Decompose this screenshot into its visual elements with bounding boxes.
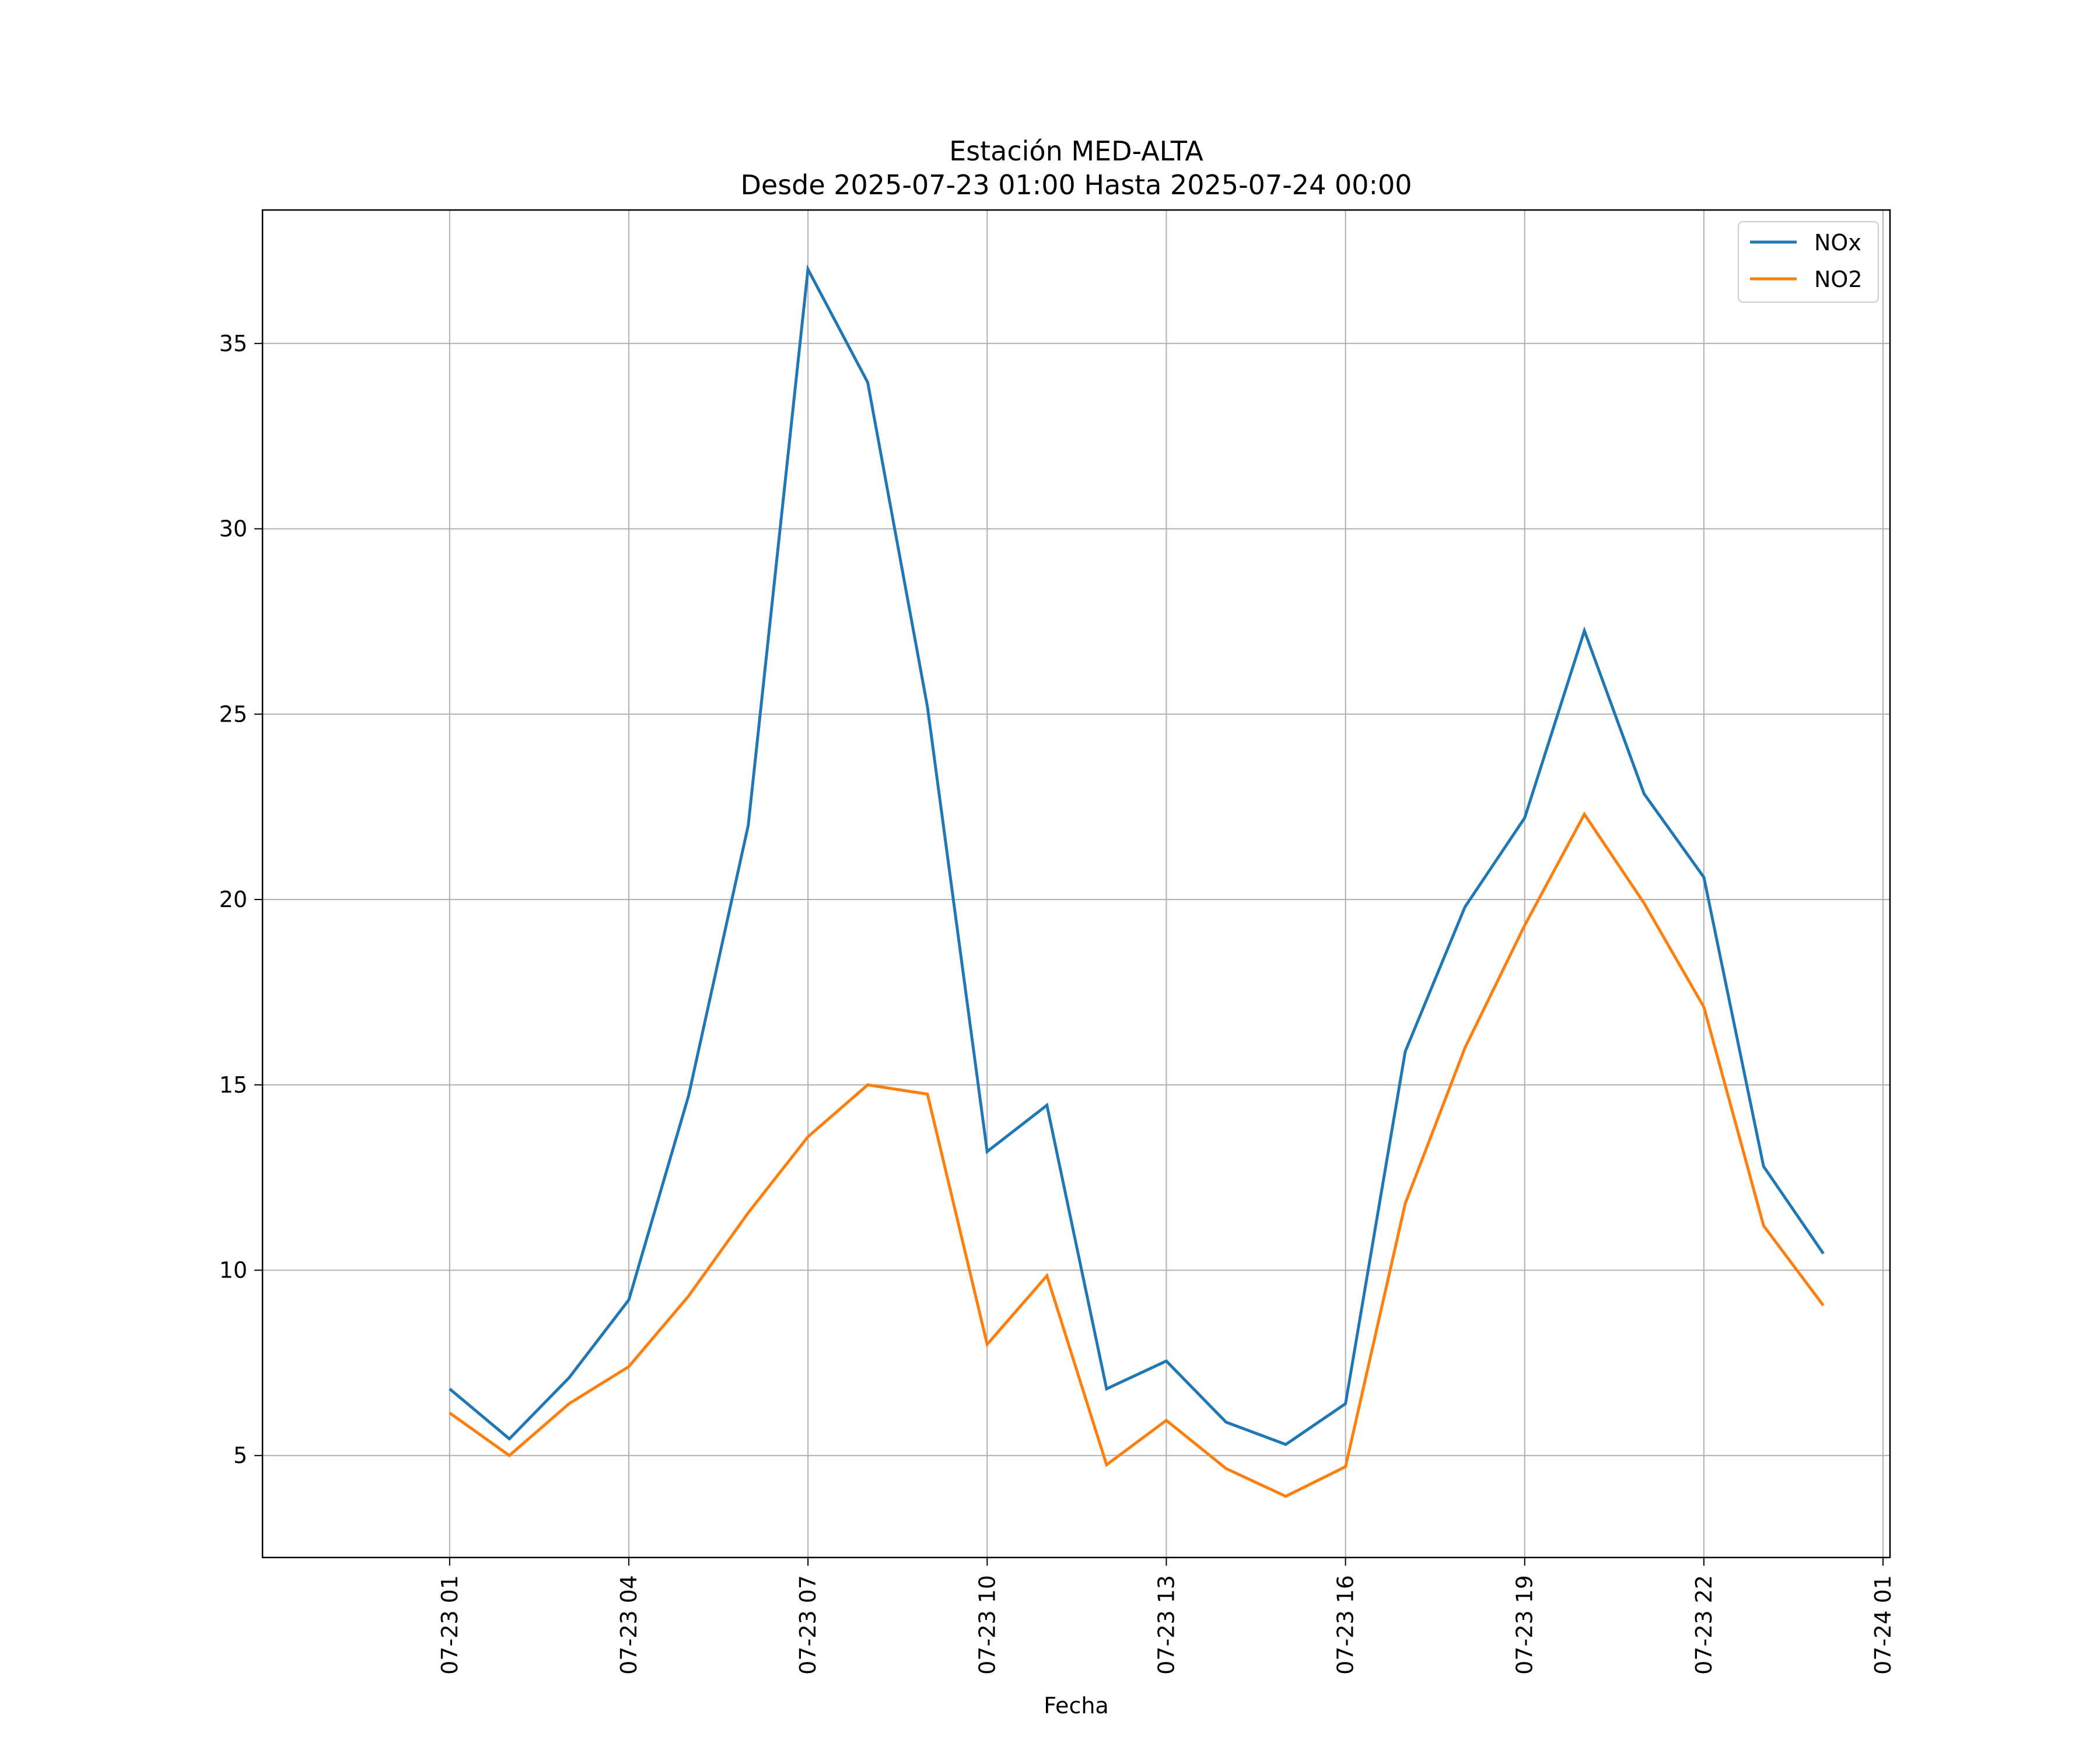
x-tick-label: 07-23 19	[1512, 1575, 1538, 1675]
grid	[262, 210, 1890, 1558]
y-tick-label: 5	[233, 1443, 247, 1468]
chart-subtitle: Desde 2025-07-23 01:00 Hasta 2025-07-24 …	[740, 169, 1412, 201]
x-tick-label: 07-23 04	[616, 1575, 642, 1675]
series-lines	[449, 264, 1825, 1498]
x-tick-label: 07-23 22	[1691, 1575, 1717, 1675]
x-tick-label: 07-23 01	[437, 1575, 463, 1675]
series-line-nox	[449, 264, 1825, 1446]
legend: NOx NO2	[1738, 221, 1879, 303]
chart-title: Estación MED-ALTA	[949, 135, 1203, 167]
y-tick-label: 25	[219, 701, 247, 727]
ticks: 07-23 01 07-23 04 07-23 07 07-23 10 07-23 13…	[219, 331, 1896, 1675]
y-tick-label: 15	[219, 1072, 247, 1098]
x-tick-label: 07-23 10	[974, 1575, 1000, 1675]
x-tick-label: 07-23 13	[1153, 1575, 1179, 1675]
legend-label-no2: NO2	[1814, 267, 1863, 292]
legend-label-nox: NOx	[1814, 230, 1861, 256]
y-tick-label: 30	[219, 516, 247, 542]
x-tick-label: 07-23 07	[795, 1575, 821, 1675]
series-line-no2	[449, 811, 1825, 1498]
x-tick-label: 07-24 01	[1870, 1575, 1896, 1675]
y-tick-label: 35	[219, 331, 247, 356]
y-tick-label: 20	[219, 887, 247, 912]
x-tick-label: 07-23 16	[1333, 1575, 1359, 1675]
plot-frame	[261, 209, 1891, 1559]
y-tick-label: 10	[219, 1257, 247, 1283]
x-axis-label: Fecha	[1044, 1693, 1108, 1718]
